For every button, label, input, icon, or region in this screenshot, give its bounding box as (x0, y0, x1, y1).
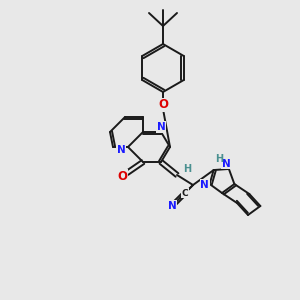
Text: N: N (200, 180, 209, 190)
Text: N: N (221, 159, 230, 169)
Text: C: C (182, 188, 188, 197)
Text: H: H (215, 154, 223, 164)
Text: H: H (183, 164, 191, 174)
Text: N: N (168, 201, 176, 211)
Text: O: O (117, 169, 127, 182)
Text: O: O (158, 98, 168, 112)
Text: N: N (157, 122, 165, 132)
Text: N: N (117, 145, 125, 155)
